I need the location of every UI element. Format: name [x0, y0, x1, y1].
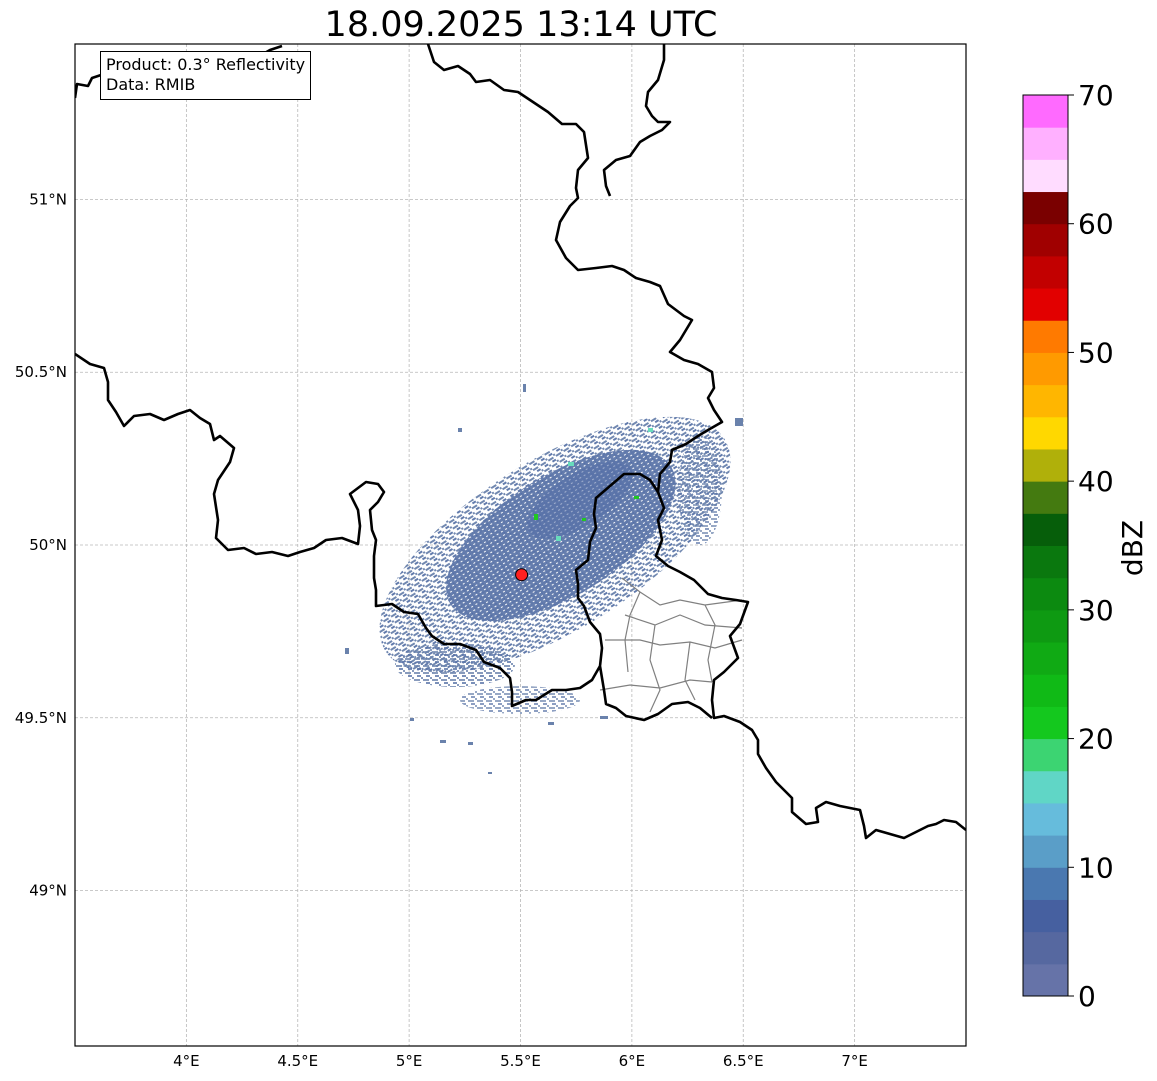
map-title: 18.09.2025 13:14 UTC [324, 5, 718, 45]
border-west [75, 352, 713, 722]
colorbar-swatch [1023, 577, 1068, 611]
colorbar-swatch [1023, 352, 1068, 386]
x-tick-label: 4.5°E [277, 1052, 318, 1070]
y-tick-label: 50°N [29, 536, 67, 554]
map-frame [74, 43, 967, 1047]
colorbar-swatch [1023, 481, 1068, 514]
y-tick-label: 49°N [29, 882, 67, 900]
x-tick-labels: 4°E 4.5°E 5°E 5.5°E 6°E 6.5°E 7°E [173, 1052, 868, 1070]
colorbar-tick-label: 30 [1078, 594, 1114, 627]
colorbar-swatch [1023, 320, 1068, 353]
colorbar-swatch [1023, 416, 1068, 450]
colorbar-swatch [1023, 770, 1068, 804]
x-tick-label: 5°E [396, 1052, 423, 1070]
colorbar-tick-label: 70 [1078, 79, 1114, 112]
colorbar-swatch [1023, 223, 1068, 257]
colorbar-swatch [1023, 931, 1068, 965]
colorbar-tick-label: 0 [1078, 980, 1096, 1013]
colorbar-swatch [1023, 545, 1068, 579]
colorbar-swatch [1023, 127, 1068, 160]
data-source-label: Data: RMIB [106, 75, 196, 94]
colorbar-swatch [1023, 963, 1068, 997]
radar-site-marker[interactable] [515, 568, 529, 582]
colorbar-swatch [1023, 159, 1068, 193]
x-tick-label: 5.5°E [500, 1052, 541, 1070]
colorbar-swatch [1023, 609, 1068, 643]
admin-border-luxembourg [599, 577, 743, 713]
x-tick-label: 7°E [841, 1052, 868, 1070]
colorbar-swatch [1023, 802, 1068, 836]
x-tick-label: 6°E [619, 1052, 646, 1070]
colorbar-swatch [1023, 95, 1068, 128]
radar-echo-layer [345, 384, 743, 774]
colorbar-frame [1022, 94, 1069, 997]
colorbar-swatch [1023, 384, 1068, 418]
colorbar-swatch [1023, 191, 1068, 225]
y-tick-label: 49.5°N [15, 709, 67, 727]
x-tick-label: 6.5°E [723, 1052, 764, 1070]
product-info-box: Product: 0.3° Reflectivity Data: RMIB [100, 51, 312, 100]
colorbar-swatch [1023, 674, 1068, 707]
colorbar-swatch [1023, 255, 1068, 289]
colorbar-tick-label: 60 [1078, 208, 1114, 241]
colorbar-swatch [1023, 513, 1068, 546]
gridlines [75, 44, 966, 1046]
colorbar-swatch [1023, 899, 1068, 933]
colorbar-swatch [1023, 835, 1068, 868]
y-tick-label: 50.5°N [15, 363, 67, 381]
colorbar-tick-label: 50 [1078, 336, 1114, 369]
y-tick-label: 51°N [29, 190, 67, 208]
colorbar-tick-label: 20 [1078, 723, 1114, 756]
colorbar-swatch [1023, 867, 1068, 900]
colorbar-tick-label: 40 [1078, 465, 1114, 498]
colorbar-label: dBZ [1116, 520, 1149, 576]
y-tick-labels: 49°N 49.5°N 50°N 50.5°N 51°N [15, 190, 67, 899]
x-tick-label: 4°E [173, 1052, 200, 1070]
border-east [602, 44, 672, 197]
colorbar-tick-label: 10 [1078, 851, 1114, 884]
colorbar: 0 10 20 30 40 50 60 70 [1022, 79, 1114, 1013]
colorbar-swatch [1023, 448, 1068, 482]
colorbar-swatch [1023, 706, 1068, 740]
colorbar-swatch [1023, 288, 1068, 321]
product-label: Product: 0.3° Reflectivity [106, 55, 306, 74]
colorbar-swatch [1023, 642, 1068, 675]
colorbar-swatch [1023, 738, 1068, 772]
